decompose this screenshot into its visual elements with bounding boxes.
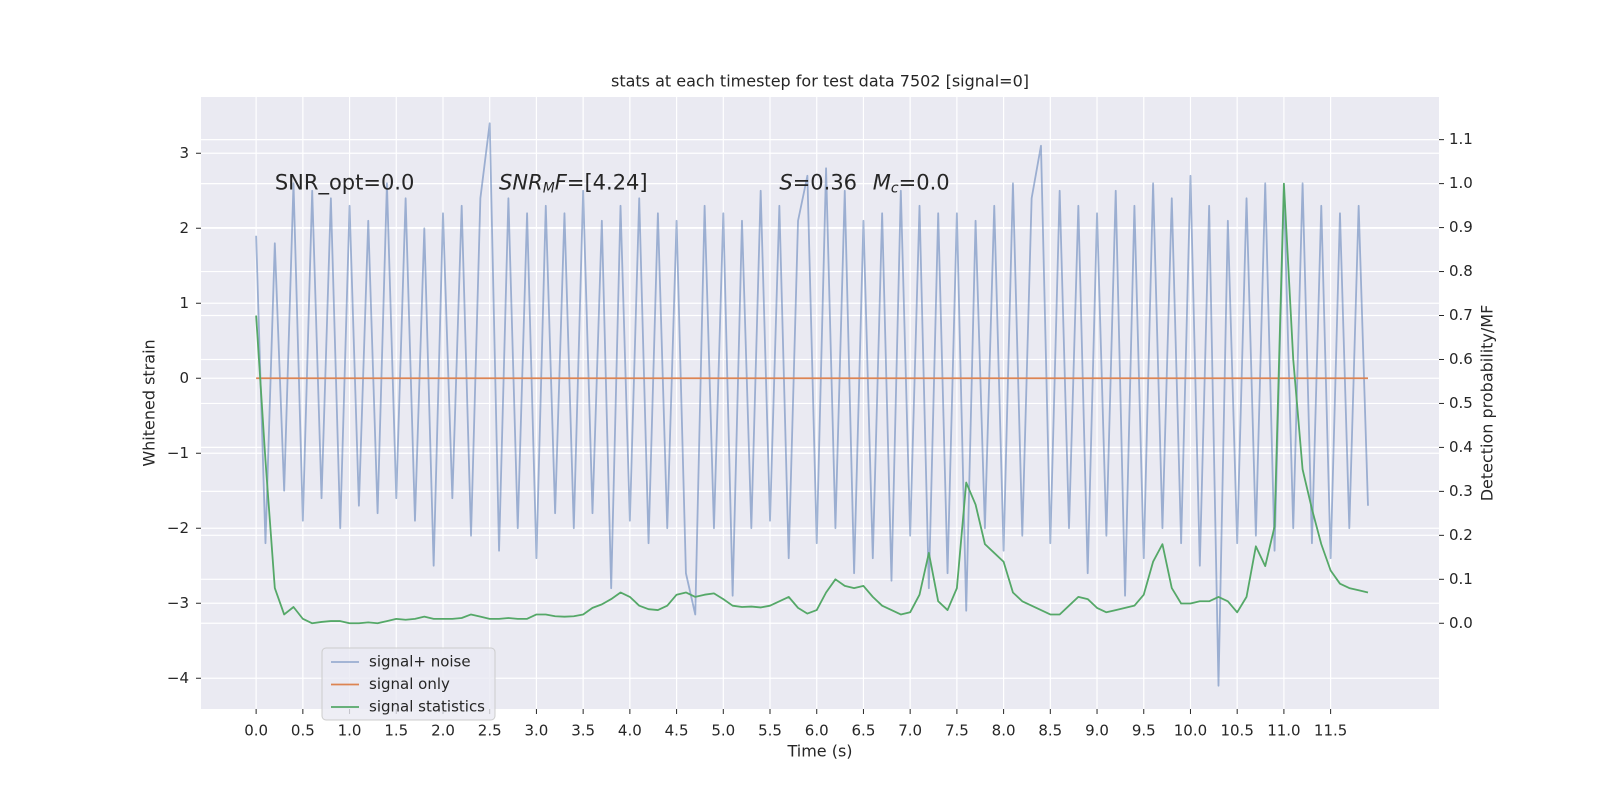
x-tick-label: 10.0 [1174, 722, 1207, 740]
x-tick-label: 11.5 [1314, 722, 1347, 740]
x-tick-label: 9.0 [1085, 722, 1109, 740]
annotation: SNRMF=[4.24] [499, 170, 648, 196]
x-tick-label: 7.5 [945, 722, 969, 740]
x-axis-label: Time (s) [786, 742, 852, 761]
annotation-part: c [891, 180, 899, 196]
x-tick-label: 2.0 [431, 722, 455, 740]
y-tick-label: −4 [167, 669, 189, 687]
x-tick-label: 0.0 [244, 722, 268, 740]
y2-tick-label: 0.5 [1449, 394, 1473, 412]
annotation-part: M [873, 170, 891, 194]
annotation: S=0.36 [779, 170, 857, 194]
x-tick-label: 3.0 [524, 722, 548, 740]
x-tick-label: 4.0 [618, 722, 642, 740]
y-tick-label: 1 [179, 294, 189, 312]
x-tick-label: 11.0 [1267, 722, 1300, 740]
annotation-part: =0.36 [793, 170, 857, 194]
x-tick-label: 6.5 [852, 722, 876, 740]
y-tick-label: −3 [167, 594, 189, 612]
y2-tick-label: 0.7 [1449, 306, 1473, 324]
y2-tick-label: 0.2 [1449, 526, 1473, 544]
legend-label: signal+ noise [369, 653, 471, 671]
annotation-part: =0.0 [899, 170, 950, 194]
x-tick-label: 10.5 [1220, 722, 1253, 740]
annotation: Mc=0.0 [873, 170, 950, 196]
annotation-part: SNR_opt=0.0 [275, 170, 415, 195]
y-tick-label: −1 [167, 444, 189, 462]
x-tick-label: 9.5 [1132, 722, 1156, 740]
x-tick-label: 6.0 [805, 722, 829, 740]
x-tick-label: 7.0 [898, 722, 922, 740]
annotation: SNR_opt=0.0 [275, 170, 415, 195]
y-tick-label: −2 [167, 519, 189, 537]
annotation-part: F [555, 170, 568, 194]
y2-tick-label: 0.9 [1449, 218, 1473, 236]
annotation-part: S [779, 170, 792, 194]
legend-box [321, 647, 496, 721]
x-tick-label: 2.5 [478, 722, 502, 740]
y-tick-label: 2 [179, 219, 189, 237]
annotation-part: M [543, 180, 555, 196]
x-tick-label: 8.5 [1038, 722, 1062, 740]
y2-tick-label: 1.0 [1449, 174, 1473, 192]
y2-tick-label: 0.6 [1449, 350, 1473, 368]
x-tick-label: 0.5 [291, 722, 315, 740]
y-tick-label: 3 [179, 144, 189, 162]
y2-tick-label: 0.4 [1449, 438, 1473, 456]
series-line [255, 182, 1369, 625]
x-tick-label: 4.5 [665, 722, 689, 740]
annotation-part: =[4.24] [567, 170, 648, 194]
y2-tick-label: 0.0 [1449, 614, 1473, 632]
y2-tick-label: 0.1 [1449, 570, 1473, 588]
y2-tick-label: 0.8 [1449, 262, 1473, 280]
x-tick-label: 8.0 [992, 722, 1016, 740]
y2-tick-label: 0.3 [1449, 482, 1473, 500]
x-tick-label: 1.5 [384, 722, 408, 740]
y2-axis-label: Detection probability/MF [1478, 305, 1497, 502]
series-line [255, 122, 1369, 687]
chart-title: stats at each timestep for test data 750… [611, 72, 1029, 91]
legend-label: signal only [369, 675, 450, 693]
y-tick-label: 0 [179, 369, 189, 387]
annotation-part: SNR [499, 170, 543, 194]
x-tick-label: 5.0 [711, 722, 735, 740]
y2-tick-label: 1.1 [1449, 130, 1473, 148]
y-axis-label: Whitened strain [140, 339, 159, 466]
x-tick-label: 1.0 [338, 722, 362, 740]
legend-label: signal statistics [369, 698, 485, 716]
x-tick-label: 3.5 [571, 722, 595, 740]
x-tick-label: 5.5 [758, 722, 782, 740]
